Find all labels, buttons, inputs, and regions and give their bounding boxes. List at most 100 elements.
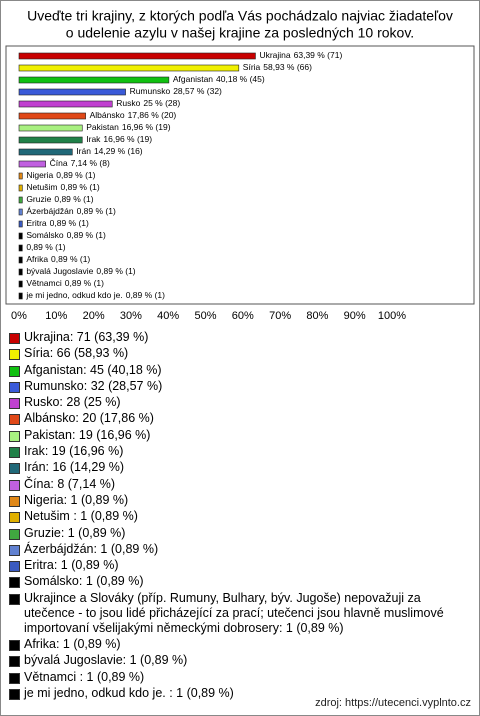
- bar: [18, 52, 256, 60]
- value-label: 0,89 % (1): [51, 254, 90, 264]
- legend-item: bývalá Jugoslavie: 1 (0,89 %): [9, 653, 471, 668]
- legend-swatch: [9, 512, 20, 524]
- legend-swatch: [9, 333, 20, 344]
- bar: [18, 76, 170, 84]
- bar-label: Rusko 25 % (28): [116, 98, 180, 108]
- bar: [18, 64, 240, 72]
- bar: [18, 112, 86, 120]
- legend-label: Eritra: 1 (0,89 %): [24, 558, 119, 573]
- value-label: 0,89 % (1): [77, 206, 116, 216]
- bar-label: Irak 16,96 % (19): [86, 134, 152, 144]
- legend-swatch: [9, 381, 20, 393]
- x-tick-label: 80%: [306, 310, 328, 322]
- legend-swatch: [9, 577, 20, 589]
- legend-swatch: [9, 656, 20, 668]
- x-tick-label: 60%: [232, 310, 254, 322]
- bar-label: Pakistan 16,96 % (19): [86, 122, 170, 132]
- x-tick-label: 10%: [45, 310, 67, 322]
- x-tick-label: 20%: [83, 310, 105, 322]
- legend-label: Irán: 16 (14,29 %): [24, 460, 125, 475]
- source: zdroj: https://utecenci.vyplnto.cz: [315, 697, 471, 709]
- value-label: 0,89 % (1): [26, 242, 65, 252]
- legend-label: Rumunsko: 32 (28,57 %): [24, 378, 163, 393]
- legend-item: Síria: 66 (58,93 %): [9, 346, 471, 361]
- category-label: Větnamci: [26, 278, 62, 288]
- legend-item: Ázerbájdžán: 1 (0,89 %): [9, 542, 471, 557]
- category-label: Pakistan: [86, 122, 119, 132]
- legend-label: Irak: 19 (16,96 %): [24, 444, 124, 459]
- category-label: Ázerbájdžán: [26, 206, 74, 216]
- bar: [18, 208, 23, 216]
- legend-label: Afrika: 1 (0,89 %): [24, 637, 121, 652]
- legend-swatch: [9, 430, 20, 442]
- legend-label: Gruzie: 1 (0,89 %): [24, 525, 126, 540]
- bar: [18, 292, 23, 300]
- category-label: je mi jedno, odkud kdo je.: [25, 290, 122, 300]
- bar: [18, 124, 83, 132]
- bar: [18, 244, 23, 252]
- bar-label: Čína 7,14 % (8): [50, 158, 110, 168]
- legend-item: Větnamci : 1 (0,89 %): [9, 670, 471, 685]
- bar: [18, 196, 23, 204]
- value-label: 0,89 % (1): [67, 230, 106, 240]
- legend-label: Netušim : 1 (0,89 %): [24, 509, 138, 524]
- legend-swatch: [9, 479, 20, 491]
- category-label: Čína: [50, 158, 68, 168]
- bar-label: Ukrajina 63,39 % (71): [259, 50, 342, 60]
- x-tick-label: 30%: [120, 310, 142, 322]
- legend-item: Irak: 19 (16,96 %): [9, 444, 471, 459]
- value-label: 58,93 % (66): [263, 62, 312, 72]
- bar: [18, 256, 23, 264]
- bar: [18, 268, 23, 276]
- x-tick-label: 100%: [378, 310, 406, 322]
- legend-swatch: [9, 544, 20, 556]
- x-tick-label: 90%: [344, 310, 366, 322]
- category-label: Rusko: [116, 98, 140, 108]
- bar: [18, 280, 23, 288]
- value-label: 0,89 % (1): [126, 290, 165, 300]
- legend-label: Ázerbájdžán: 1 (0,89 %): [24, 541, 159, 556]
- chart: Uveďte tri krajiny, z ktorých podľa Vás …: [5, 8, 475, 322]
- value-label: 0,89 % (1): [96, 266, 135, 276]
- legend-item: Rusko: 28 (25 %): [9, 395, 471, 410]
- legend-swatch: [9, 688, 20, 700]
- category-label: Afganistan: [173, 74, 213, 84]
- value-label: 16,96 % (19): [103, 134, 152, 144]
- bar: [18, 148, 73, 156]
- value-label: 14,29 % (16): [94, 146, 143, 156]
- value-label: 7,14 % (8): [71, 158, 110, 168]
- value-label: 63,39 % (71): [294, 50, 343, 60]
- bar-label: je mi jedno, odkud kdo je. 0,89 % (1): [25, 290, 165, 300]
- legend: Ukrajina: 71 (63,39 %) Síria: 66 (58,93 %…: [9, 330, 471, 702]
- legend-label: Nigeria: 1 (0,89 %): [24, 492, 129, 507]
- bar-label: Eritra 0,89 % (1): [26, 218, 89, 228]
- legend-swatch: [9, 414, 20, 426]
- x-tick-label: 50%: [194, 310, 216, 322]
- legend-swatch: [9, 398, 20, 410]
- bar-label: Somálsko 0,89 % (1): [26, 230, 106, 240]
- legend-swatch: [9, 640, 20, 652]
- legend-label: Ukrajina: 71 (63,39 %): [24, 330, 149, 344]
- legend-label: Ukrajince a Slováky (příp. Rumuny, Bulha…: [24, 590, 444, 635]
- category-label: Ukrajina: [259, 50, 290, 60]
- value-label: 0,89 % (1): [50, 218, 89, 228]
- bar-label: Afganistan 40,18 % (45): [173, 74, 265, 84]
- legend-label: Afganistan: 45 (40,18 %): [24, 362, 162, 377]
- legend-label: Větnamci : 1 (0,89 %): [24, 669, 145, 684]
- plot-frame: [5, 45, 475, 305]
- category-label: Irán: [76, 146, 91, 156]
- legend-swatch: [9, 528, 20, 540]
- legend-item: Netušim : 1 (0,89 %): [9, 509, 471, 524]
- legend-swatch: [9, 561, 20, 573]
- legend-swatch: [9, 365, 20, 377]
- bar-label: Nigeria 0,89 % (1): [26, 170, 95, 180]
- category-label: Albánsko: [90, 110, 125, 120]
- legend-swatch: [9, 349, 20, 361]
- chart-title: Uveďte tri krajiny, z ktorých podľa Vás …: [27, 8, 453, 24]
- legend-item: Gruzie: 1 (0,89 %): [9, 526, 471, 541]
- value-label: 40,18 % (45): [216, 74, 265, 84]
- category-label: Rumunsko: [130, 86, 171, 96]
- category-label: bývalá Jugoslavie: [26, 266, 93, 276]
- bar: [18, 136, 83, 144]
- legend-swatch: [9, 672, 20, 684]
